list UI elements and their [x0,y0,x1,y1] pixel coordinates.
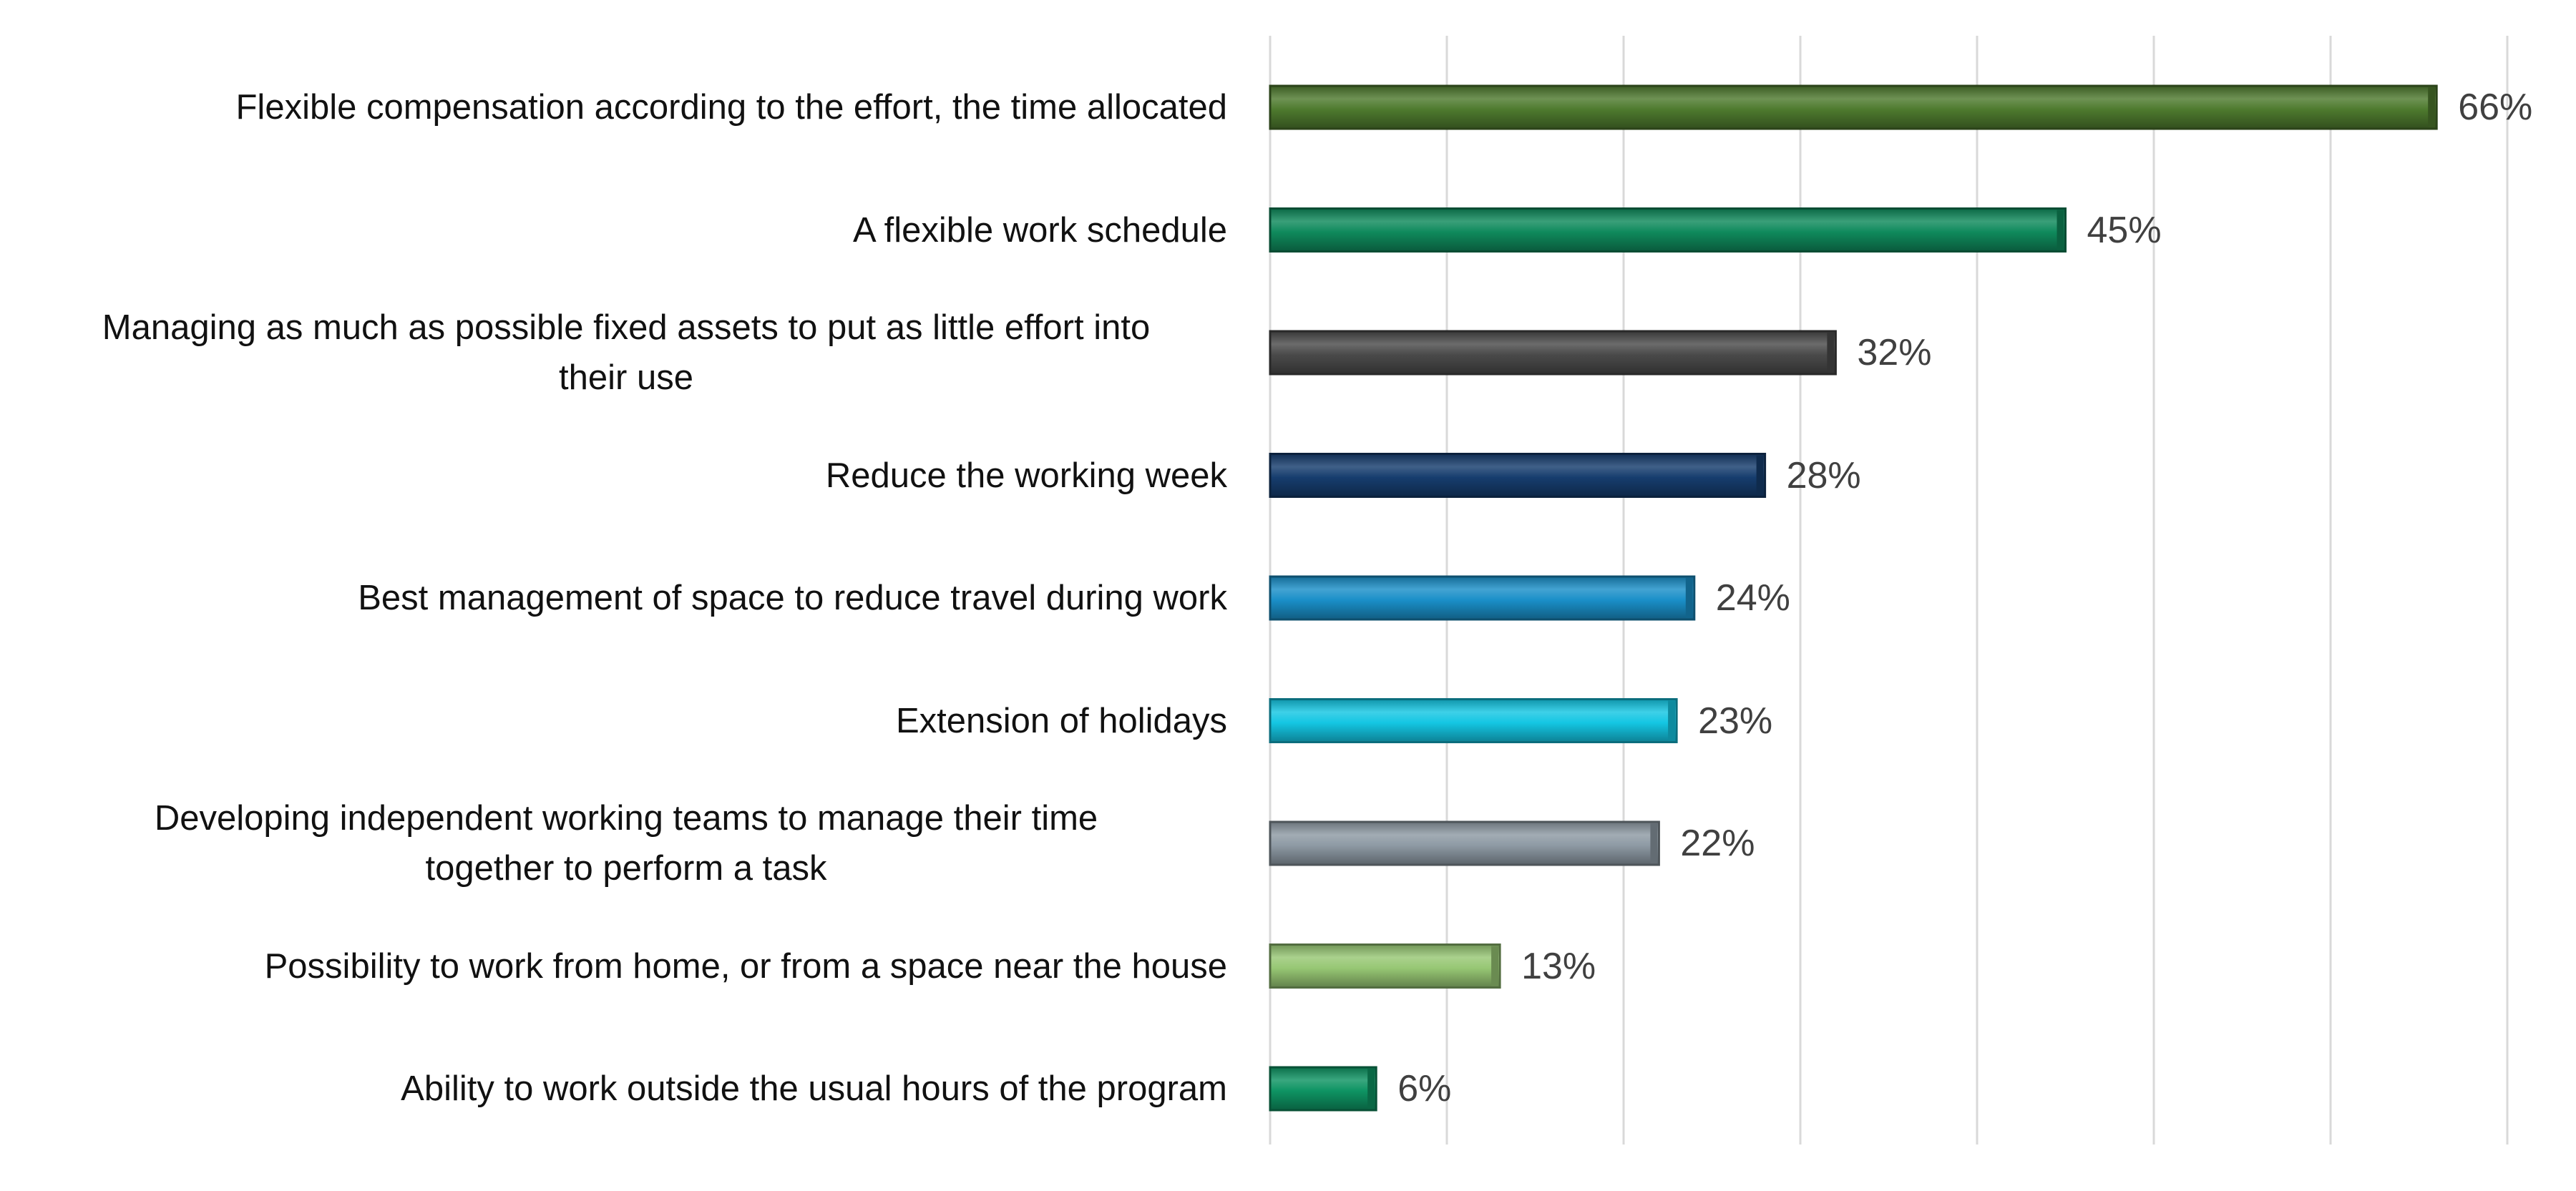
category-label-line: Ability to work outside the usual hours … [401,1069,1227,1108]
bar-end-cap [2428,87,2436,127]
category-label: Developing independent working teams to … [25,793,1227,893]
category-label: Possibility to work from home, or from a… [25,941,1227,991]
bars [1269,84,2438,1112]
category-label-line: Developing independent working teams to … [154,799,1098,838]
category-label-line: together to perform a task [425,849,827,888]
value-label: 32% [1857,332,1932,373]
value-label: 28% [1786,454,1861,496]
value-label: 23% [1698,700,1773,742]
bar-end-cap [2057,210,2064,250]
bar-end-cap [1367,1069,1375,1109]
category-label: Flexible compensation according to the e… [25,82,1228,132]
bar-end-cap [1668,700,1676,741]
category-label-line: Possibility to work from home, or from a… [264,946,1227,986]
category-label: Best management of space to reduce trave… [25,573,1227,623]
bar [1269,820,1660,866]
category-label: A flexible work schedule [25,205,1227,255]
bar [1269,1066,1377,1112]
category-label-line: Extension of holidays [895,701,1227,740]
bar [1269,453,1767,498]
bar-end-cap [1827,333,1835,373]
category-label: Ability to work outside the usual hours … [25,1064,1227,1114]
category-label-line: their use [559,358,693,397]
category-label: Reduce the working week [25,451,1227,501]
category-label-line: Best management of space to reduce trave… [358,579,1227,617]
category-label-line: Managing as much as possible fixed asset… [102,308,1151,347]
bar [1269,698,1678,743]
value-label: 22% [1680,823,1755,864]
bar [1269,330,1837,376]
category-label: Extension of holidays [25,696,1227,746]
category-label: Managing as much as possible fixed asset… [25,303,1227,403]
value-label: 24% [1715,577,1790,619]
value-label: 66% [2458,87,2533,128]
value-label: 13% [1521,945,1596,987]
bar-end-cap [1685,578,1693,618]
category-label-line: Flexible compensation according to the e… [235,88,1228,127]
bar-end-cap [1650,823,1658,863]
bar-end-cap [1491,946,1499,986]
bar [1269,84,2438,130]
category-label-line: Reduce the working week [825,456,1227,495]
bar [1269,207,2067,253]
category-label-line: A flexible work schedule [853,210,1227,250]
value-label: 6% [1397,1068,1452,1109]
bar-end-cap [1756,455,1764,496]
bar [1269,575,1696,621]
value-label: 45% [2087,209,2162,251]
bar [1269,944,1501,989]
